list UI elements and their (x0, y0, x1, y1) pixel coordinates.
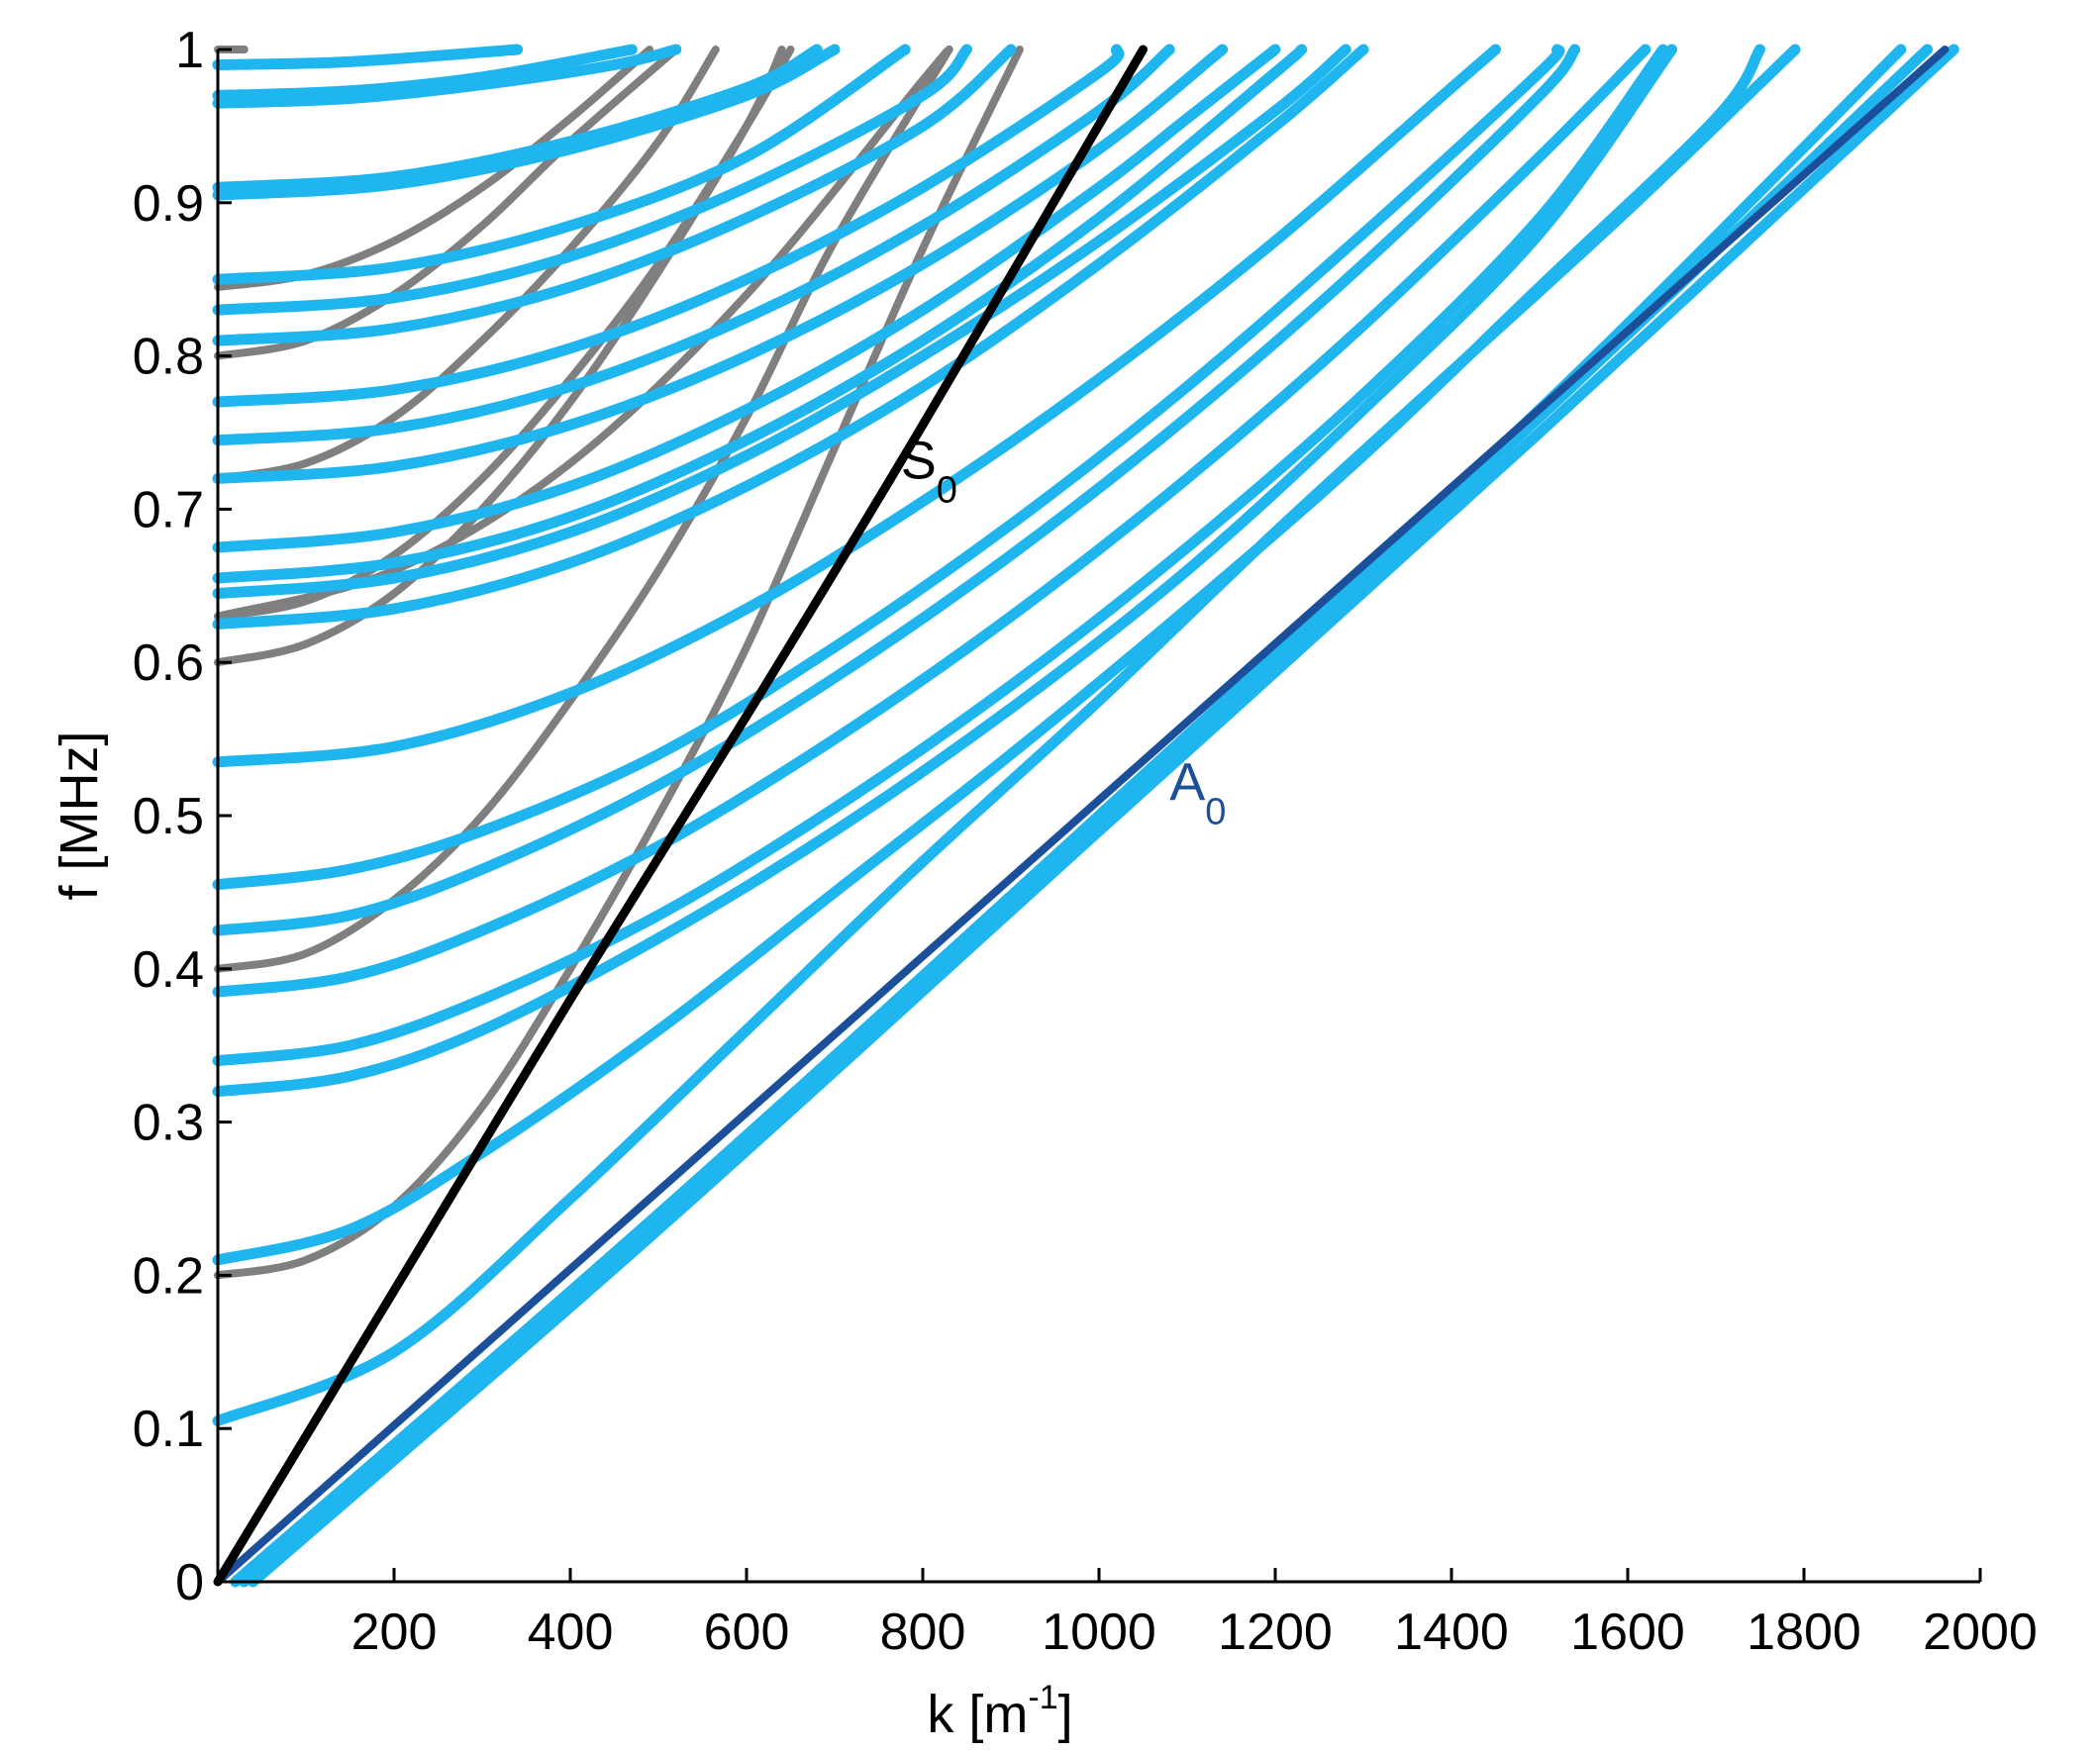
x-tick-label: 600 (704, 1604, 790, 1661)
series-line-light-32 (212, 44, 638, 101)
y-axis-title: f [MHz] (50, 731, 109, 901)
series-line-A0-1 (214, 46, 1950, 1586)
series-line-light-16 (212, 44, 1581, 936)
y-tick-label: 0.1 (133, 1401, 204, 1458)
x-tick-label: 1000 (1042, 1604, 1156, 1661)
y-tick-label: 0.3 (133, 1095, 204, 1152)
dispersion-curves (212, 44, 1959, 1588)
y-tick-label: 1 (175, 22, 204, 79)
a0-label: A0 (1169, 753, 1226, 833)
s0-label-main: S (901, 431, 937, 490)
series-line-light-15 (212, 44, 1651, 998)
y-tick-label: 0 (175, 1554, 204, 1611)
series-line-light-24 (212, 44, 1175, 446)
series-line-light-27 (212, 44, 972, 316)
series-line-S0-0 (213, 45, 1148, 1587)
series-line-gray-6 (214, 46, 720, 483)
series-line-light-14 (212, 44, 1669, 1067)
series-line-light-33 (212, 44, 524, 70)
series-line-light-36 (230, 44, 1907, 1588)
series-line-light-23 (212, 44, 1229, 484)
y-tick-label: 0.4 (133, 941, 204, 999)
x-tick-label: 800 (880, 1604, 966, 1661)
x-axis-title: k [m-1] (927, 1679, 1072, 1744)
series-line-light-21 (212, 44, 1308, 584)
y-tick-label: 0.8 (133, 329, 204, 386)
y-tick-label: 0.2 (133, 1247, 204, 1305)
series-line-light-20 (212, 44, 1351, 600)
series-line-light-34 (248, 44, 1959, 1588)
y-tick-label: 0.6 (133, 634, 204, 692)
x-tick-label: 400 (528, 1604, 614, 1661)
series-line-light-13 (212, 44, 1677, 1098)
series-line-light-19 (212, 44, 1369, 630)
y-tick-label: 0.7 (133, 481, 204, 538)
x-ticks: 200 400 600 800 1000 1200 1400 1600 1800 2000 (351, 1568, 2038, 1661)
x-axis-title-suffix: ] (1058, 1685, 1073, 1744)
series-line-light-31 (212, 44, 682, 109)
series-line-light-26 (212, 44, 1017, 346)
x-axis-title-main: k [m (927, 1685, 1028, 1744)
series-line-light-18 (212, 44, 1501, 768)
x-tick-label: 1400 (1394, 1604, 1509, 1661)
series-line-light-25 (212, 44, 1125, 408)
x-tick-label: 200 (351, 1604, 438, 1661)
x-tick-label: 1600 (1570, 1604, 1685, 1661)
series-line-light-22 (212, 44, 1281, 553)
series-line-light-28 (212, 44, 911, 285)
s0-label-subscript: 0 (937, 469, 957, 511)
x-axis-title-sup: -1 (1028, 1679, 1057, 1716)
x-tick-label: 2000 (1923, 1604, 2038, 1661)
series-line-light-30 (212, 44, 823, 193)
a0-label-subscript: 0 (1205, 792, 1226, 833)
x-tick-label: 1800 (1747, 1604, 1861, 1661)
series-line-gray-3 (214, 46, 953, 973)
y-tick-label: 0.9 (133, 175, 204, 233)
a0-label-main: A (1169, 753, 1205, 813)
s0-label: S0 (901, 431, 957, 511)
y-tick-label: 0.5 (133, 788, 204, 845)
series-line-light-17 (212, 44, 1565, 891)
x-tick-label: 1200 (1218, 1604, 1333, 1661)
series-line-light-29 (212, 44, 841, 201)
y-ticks: 0 0.1 0.2 0.3 0.4 0.5 0.6 0.7 0.8 0.9 1 (133, 22, 232, 1611)
